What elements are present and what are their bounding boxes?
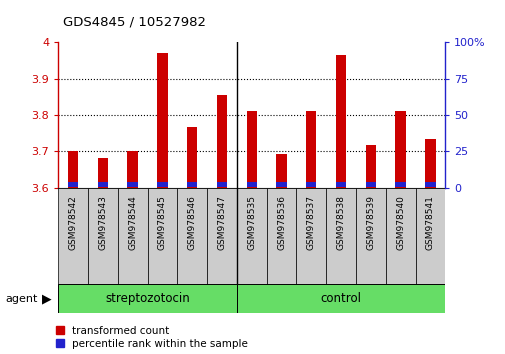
Bar: [187, 182, 197, 187]
Bar: [216, 182, 227, 187]
Bar: [424, 182, 435, 187]
Bar: [236, 188, 266, 285]
Bar: [394, 112, 405, 188]
Text: control: control: [320, 292, 361, 305]
Bar: [68, 151, 78, 188]
Bar: [335, 55, 345, 188]
Bar: [266, 188, 296, 285]
Bar: [127, 151, 137, 188]
Bar: [276, 182, 286, 187]
Bar: [385, 188, 415, 285]
Text: streptozotocin: streptozotocin: [105, 292, 189, 305]
Text: GSM978540: GSM978540: [395, 195, 405, 250]
Bar: [296, 188, 326, 285]
Text: GSM978543: GSM978543: [98, 195, 107, 250]
Bar: [177, 188, 207, 285]
Bar: [394, 182, 405, 187]
Bar: [335, 182, 345, 187]
Text: GSM978545: GSM978545: [158, 195, 167, 250]
Bar: [147, 188, 177, 285]
Bar: [97, 158, 108, 188]
Text: GSM978541: GSM978541: [425, 195, 434, 250]
Bar: [157, 182, 167, 187]
Text: ▶: ▶: [41, 293, 51, 306]
Bar: [187, 127, 197, 188]
Bar: [246, 182, 257, 187]
Bar: [365, 145, 375, 188]
Bar: [58, 284, 236, 313]
Text: GSM978547: GSM978547: [217, 195, 226, 250]
Bar: [306, 112, 316, 188]
Text: GSM978542: GSM978542: [69, 195, 77, 250]
Legend: transformed count, percentile rank within the sample: transformed count, percentile rank withi…: [56, 326, 248, 349]
Bar: [88, 188, 118, 285]
Bar: [365, 182, 375, 187]
Bar: [68, 182, 78, 187]
Bar: [246, 112, 257, 188]
Bar: [97, 182, 108, 187]
Bar: [306, 182, 316, 187]
Bar: [216, 95, 227, 188]
Bar: [207, 188, 236, 285]
Bar: [415, 188, 444, 285]
Bar: [118, 188, 147, 285]
Text: GSM978544: GSM978544: [128, 195, 137, 250]
Text: GSM978546: GSM978546: [187, 195, 196, 250]
Bar: [236, 284, 444, 313]
Bar: [424, 139, 435, 188]
Bar: [276, 154, 286, 188]
Text: GDS4845 / 10527982: GDS4845 / 10527982: [63, 16, 206, 29]
Bar: [157, 53, 167, 188]
Text: GSM978538: GSM978538: [336, 195, 345, 250]
Text: GSM978537: GSM978537: [306, 195, 315, 250]
Bar: [355, 188, 385, 285]
Text: GSM978539: GSM978539: [366, 195, 375, 250]
Bar: [326, 188, 355, 285]
Text: GSM978536: GSM978536: [276, 195, 285, 250]
Text: GSM978535: GSM978535: [247, 195, 256, 250]
Text: agent: agent: [5, 294, 37, 304]
Bar: [58, 188, 88, 285]
Bar: [127, 182, 137, 187]
